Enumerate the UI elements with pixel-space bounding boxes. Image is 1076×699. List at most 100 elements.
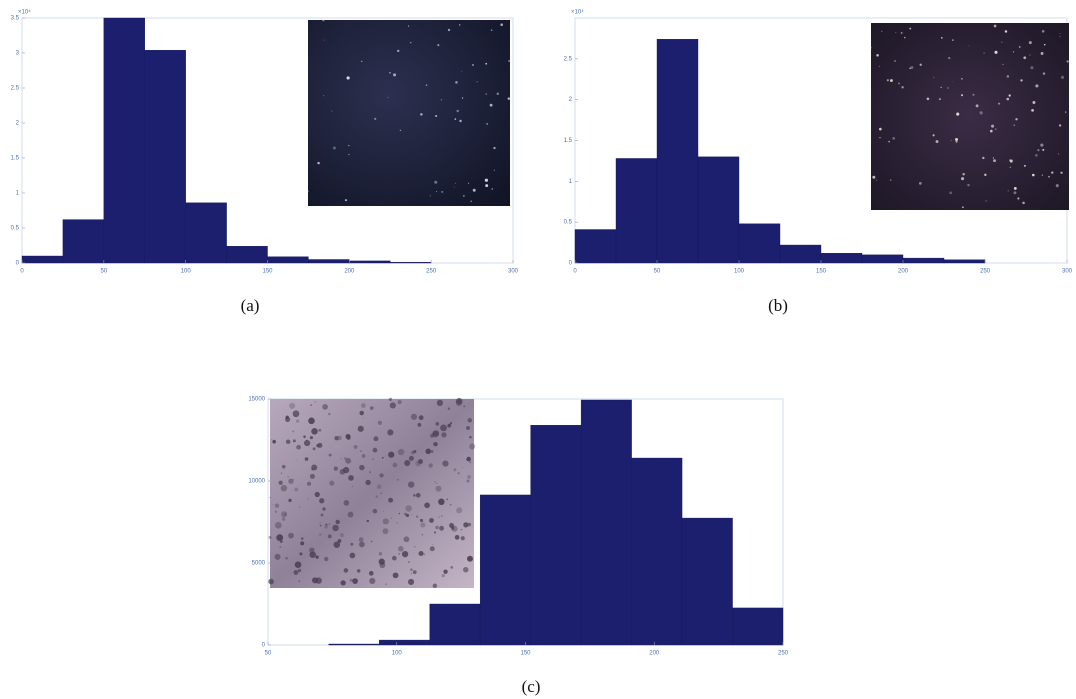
inset-speckle	[412, 570, 417, 575]
inset-speckle	[486, 123, 488, 125]
inset-speckle	[947, 87, 949, 89]
inset-speckle	[440, 99, 442, 101]
inset-speckle	[910, 66, 914, 69]
inset-speckle	[361, 454, 366, 458]
bar	[580, 399, 632, 646]
inset-speckle	[472, 64, 474, 66]
inset-speckle	[438, 516, 440, 518]
inset-speckle	[347, 511, 354, 518]
inset-speckle	[322, 507, 326, 511]
inset-speckle	[372, 458, 374, 461]
inset-speckle	[441, 524, 442, 526]
inset-speckle	[918, 181, 922, 185]
inset-speckle	[382, 518, 389, 525]
inset-speckle	[294, 487, 299, 492]
inset-speckle	[451, 526, 455, 530]
inset-speckle	[1002, 63, 1004, 66]
inset-speckle	[1030, 66, 1034, 70]
inset-speckle	[993, 24, 997, 28]
inset-speckle	[281, 464, 286, 469]
inset-speckle	[271, 439, 273, 441]
inset-speckle	[287, 476, 289, 478]
inset-speckle	[323, 39, 325, 41]
inset-speckle	[396, 478, 399, 481]
inset-speckle	[337, 539, 342, 543]
x-tick-label: 50	[654, 269, 661, 275]
x-tick-label: 300	[1062, 269, 1073, 275]
inset-speckle	[408, 25, 410, 27]
inset-speckle	[340, 458, 342, 460]
inset-speckle	[391, 555, 397, 561]
inset-speckle	[274, 521, 282, 529]
inset-speckle	[296, 419, 300, 423]
inset-speckle	[447, 407, 451, 410]
bar	[103, 17, 145, 264]
inset-speckle	[407, 481, 415, 488]
inset-speckle	[322, 19, 325, 22]
inset-speckle	[343, 568, 349, 573]
inset-speckle	[361, 60, 363, 63]
x-tick-label: 250	[980, 269, 991, 275]
y-tick-label: 15000	[248, 397, 265, 403]
inset-speckle	[328, 453, 332, 457]
inset-speckle	[309, 473, 315, 479]
bar	[379, 639, 430, 646]
inset-speckle	[418, 459, 423, 464]
inset-speckle	[309, 551, 316, 558]
inset-speckle	[358, 537, 364, 542]
inset-speckle	[324, 524, 328, 529]
y-tick-label: 0.5	[11, 226, 20, 232]
inset-speckle	[377, 420, 383, 425]
y-exponent: ×10⁴	[571, 9, 584, 16]
inset-speckle	[309, 547, 315, 553]
inset-speckle	[274, 553, 281, 560]
inset-speckle	[1013, 191, 1017, 195]
inset-speckle	[432, 583, 438, 589]
inset-speckle	[372, 447, 378, 453]
inset-speckle	[437, 44, 440, 47]
inset-speckle	[960, 94, 964, 97]
inset-speckle	[433, 441, 438, 447]
inset-speckle	[276, 534, 284, 542]
inset-speckle	[285, 556, 288, 560]
inset-speckle	[889, 179, 892, 181]
inset-speckle	[450, 565, 454, 569]
inset-speckle	[463, 405, 465, 408]
inset-speckle	[430, 450, 434, 453]
inset-speckle	[994, 50, 998, 54]
inset-speckle	[328, 412, 331, 416]
y-tick-label: 10000	[248, 479, 265, 485]
inset-speckle	[1040, 52, 1044, 55]
inset-speckle	[1060, 171, 1063, 174]
inset-speckle	[434, 481, 436, 483]
inset-speckle	[932, 134, 935, 137]
inset-speckle	[340, 580, 346, 586]
inset-speckle	[413, 494, 416, 497]
inset-speckle	[343, 500, 350, 506]
inset-speckle	[429, 517, 434, 523]
inset-speckle	[493, 146, 496, 150]
inset-speckle	[948, 56, 951, 60]
inset-speckle	[933, 76, 935, 78]
inset-speckle	[378, 558, 385, 565]
inset-speckle	[1032, 173, 1035, 177]
inset-speckle	[909, 27, 912, 30]
y-tick-label: 2.5	[11, 86, 20, 92]
inset-speckle	[281, 517, 286, 521]
inset-speckle	[357, 425, 364, 432]
inset-speckle	[392, 462, 398, 468]
y-tick-label: 1.5	[564, 138, 573, 144]
inset-speckle	[894, 60, 896, 62]
inset-speckle	[315, 555, 319, 559]
inset-speckle	[413, 449, 417, 453]
inset-speckle	[469, 436, 472, 439]
inset-speckle	[369, 577, 376, 585]
bar	[738, 223, 781, 264]
inset-speckle	[926, 97, 930, 101]
bar	[615, 158, 658, 264]
inset-speckle	[303, 435, 306, 438]
inset-speckle	[950, 140, 952, 141]
inset-speckle	[876, 53, 879, 57]
inset-speckle	[382, 528, 389, 535]
inset-speckle	[285, 439, 291, 445]
